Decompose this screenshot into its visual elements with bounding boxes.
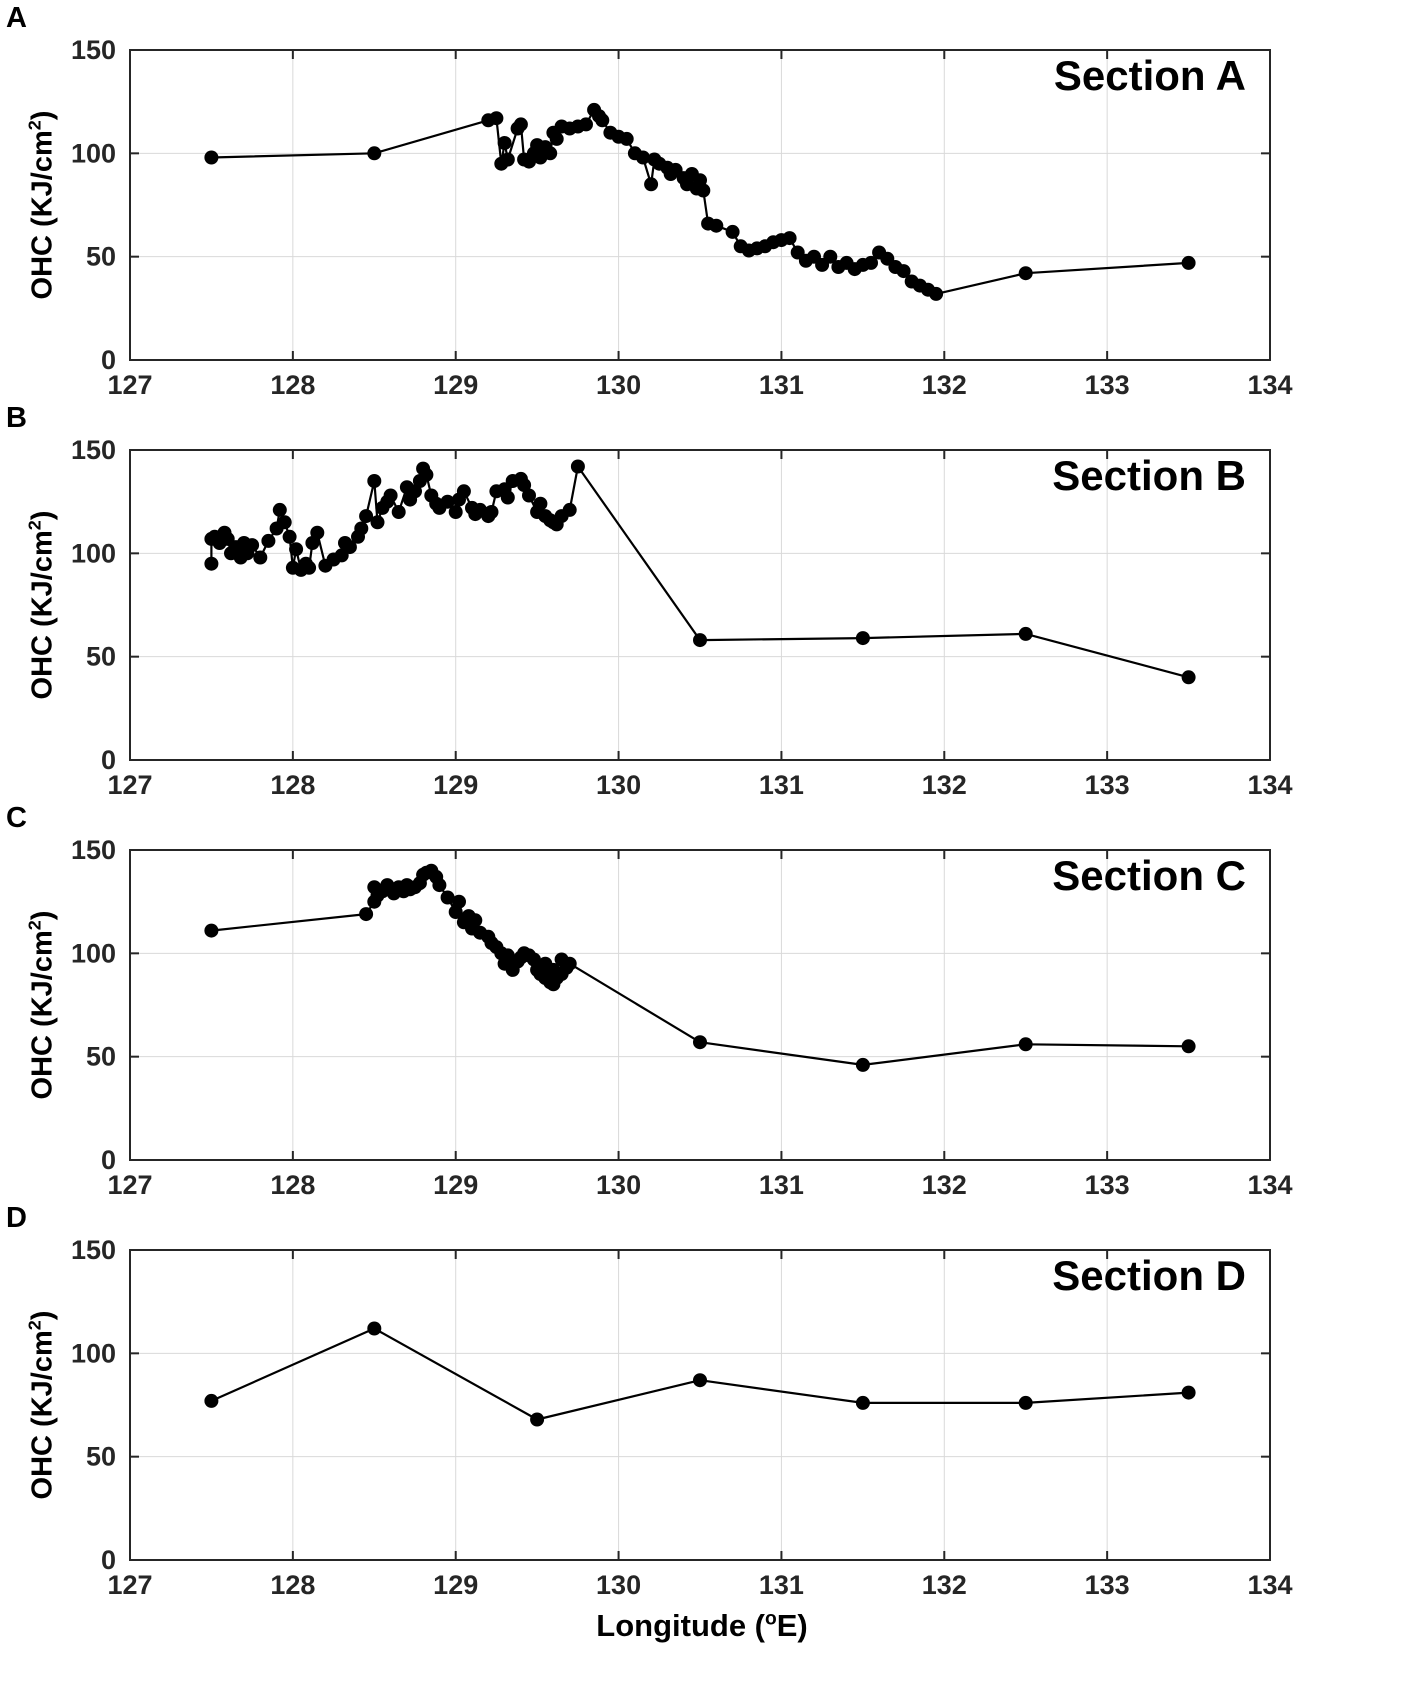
y-axis-label-text: OHC (KJ/cm	[26, 530, 59, 700]
chart-section-c: 127 128 129 130 131 132 133 134 0 50 100 150	[71, 835, 1293, 1200]
svg-text:100: 100	[71, 1338, 116, 1368]
svg-text:100: 100	[71, 138, 116, 168]
y-axis-label-sup: 2	[24, 120, 45, 131]
svg-text:50: 50	[86, 242, 116, 272]
svg-text:134: 134	[1247, 1570, 1292, 1600]
svg-text:133: 133	[1085, 1170, 1130, 1200]
panel-section-a: A 127 128 129 130 131 132 133 134 0 50 100 150 Sect…	[0, 2, 1404, 406]
svg-text:128: 128	[270, 770, 315, 800]
svg-text:128: 128	[270, 1170, 315, 1200]
svg-text:150: 150	[71, 35, 116, 65]
panel-label-c: C	[6, 802, 27, 834]
svg-text:128: 128	[270, 1570, 315, 1600]
x-axis-label-sup: o	[765, 1608, 777, 1630]
svg-text:150: 150	[71, 835, 116, 865]
svg-text:50: 50	[86, 1042, 116, 1072]
y-axis-label-text: OHC (KJ/cm	[26, 1330, 59, 1500]
svg-text:130: 130	[596, 370, 641, 400]
svg-text:132: 132	[922, 770, 967, 800]
svg-text:130: 130	[596, 1170, 641, 1200]
panel-section-d: D 127 128 129 130 131 132 133 134 0 50 100 150 Sect…	[0, 1202, 1404, 1606]
y-axis-label-text: OHC (KJ/cm	[26, 130, 59, 300]
svg-text:127: 127	[107, 370, 152, 400]
svg-text:127: 127	[107, 1570, 152, 1600]
section-title-c: Section C	[1052, 852, 1246, 899]
svg-text:131: 131	[759, 370, 804, 400]
svg-text:131: 131	[759, 1570, 804, 1600]
section-title-d: Section D	[1052, 1252, 1246, 1299]
svg-text:50: 50	[86, 642, 116, 672]
svg-text:0: 0	[101, 745, 116, 775]
svg-text:129: 129	[433, 370, 478, 400]
svg-text:131: 131	[759, 770, 804, 800]
figure: A 127 128 129 130 131 132 133 134 0 50 100 150 Sect…	[0, 2, 1404, 1644]
chart-section-b: 127 128 129 130 131 132 133 134 0 50 100 150	[71, 435, 1293, 800]
x-axis-label-text: Longitude (	[596, 1608, 765, 1643]
y-axis-label-sup: 2	[24, 520, 45, 531]
svg-text:131: 131	[759, 1170, 804, 1200]
panel-label-a: A	[6, 2, 27, 34]
y-axis-label-text: OHC (KJ/cm	[26, 930, 59, 1100]
y-axis-label-suffix: )	[26, 910, 59, 921]
svg-text:50: 50	[86, 1442, 116, 1472]
svg-text:132: 132	[922, 1170, 967, 1200]
svg-text:133: 133	[1085, 1570, 1130, 1600]
svg-text:127: 127	[107, 1170, 152, 1200]
y-axis-label-sup: 2	[24, 920, 45, 931]
svg-text:129: 129	[433, 1170, 478, 1200]
svg-text:134: 134	[1247, 370, 1292, 400]
y-axis-label-d: OHC (KJ/cm2)	[25, 1311, 60, 1500]
y-axis-label-b: OHC (KJ/cm2)	[25, 511, 60, 700]
panel-label-d: D	[6, 1202, 27, 1234]
panel-label-b: B	[6, 402, 27, 434]
y-axis-label-suffix: )	[26, 1310, 59, 1321]
panel-section-b: B 127 128 129 130 131 132 133 134 0 50 100 150 Sect…	[0, 402, 1404, 806]
svg-text:100: 100	[71, 938, 116, 968]
section-title-a: Section A	[1053, 52, 1246, 99]
svg-text:150: 150	[71, 435, 116, 465]
svg-text:130: 130	[596, 770, 641, 800]
y-axis-label-suffix: )	[26, 110, 59, 121]
svg-text:133: 133	[1085, 370, 1130, 400]
section-title-b: Section B	[1052, 452, 1246, 499]
svg-text:134: 134	[1247, 770, 1292, 800]
svg-text:100: 100	[71, 538, 116, 568]
y-axis-label-sup: 2	[24, 1320, 45, 1331]
svg-text:0: 0	[101, 1545, 116, 1575]
svg-text:133: 133	[1085, 770, 1130, 800]
svg-text:134: 134	[1247, 1170, 1292, 1200]
panel-section-c: C 127 128 129 130 131 132 133 134 0 50 100 150 Sect…	[0, 802, 1404, 1206]
svg-text:150: 150	[71, 1235, 116, 1265]
svg-text:127: 127	[107, 770, 152, 800]
chart-section-a: 127 128 129 130 131 132 133 134 0 50 100 150	[71, 35, 1293, 400]
x-axis-label: Longitude (oE)	[0, 1608, 1404, 1644]
svg-text:130: 130	[596, 1570, 641, 1600]
svg-text:129: 129	[433, 770, 478, 800]
svg-text:128: 128	[270, 370, 315, 400]
y-axis-label-suffix: )	[26, 510, 59, 521]
svg-text:132: 132	[922, 370, 967, 400]
svg-text:0: 0	[101, 345, 116, 375]
svg-text:0: 0	[101, 1145, 116, 1175]
svg-text:129: 129	[433, 1570, 478, 1600]
x-axis-label-suffix: E)	[776, 1608, 808, 1643]
chart-section-d: 127 128 129 130 131 132 133 134 0 50 100 150	[71, 1235, 1293, 1600]
y-axis-label-c: OHC (KJ/cm2)	[25, 911, 60, 1100]
y-axis-label-a: OHC (KJ/cm2)	[25, 111, 60, 300]
svg-text:132: 132	[922, 1570, 967, 1600]
